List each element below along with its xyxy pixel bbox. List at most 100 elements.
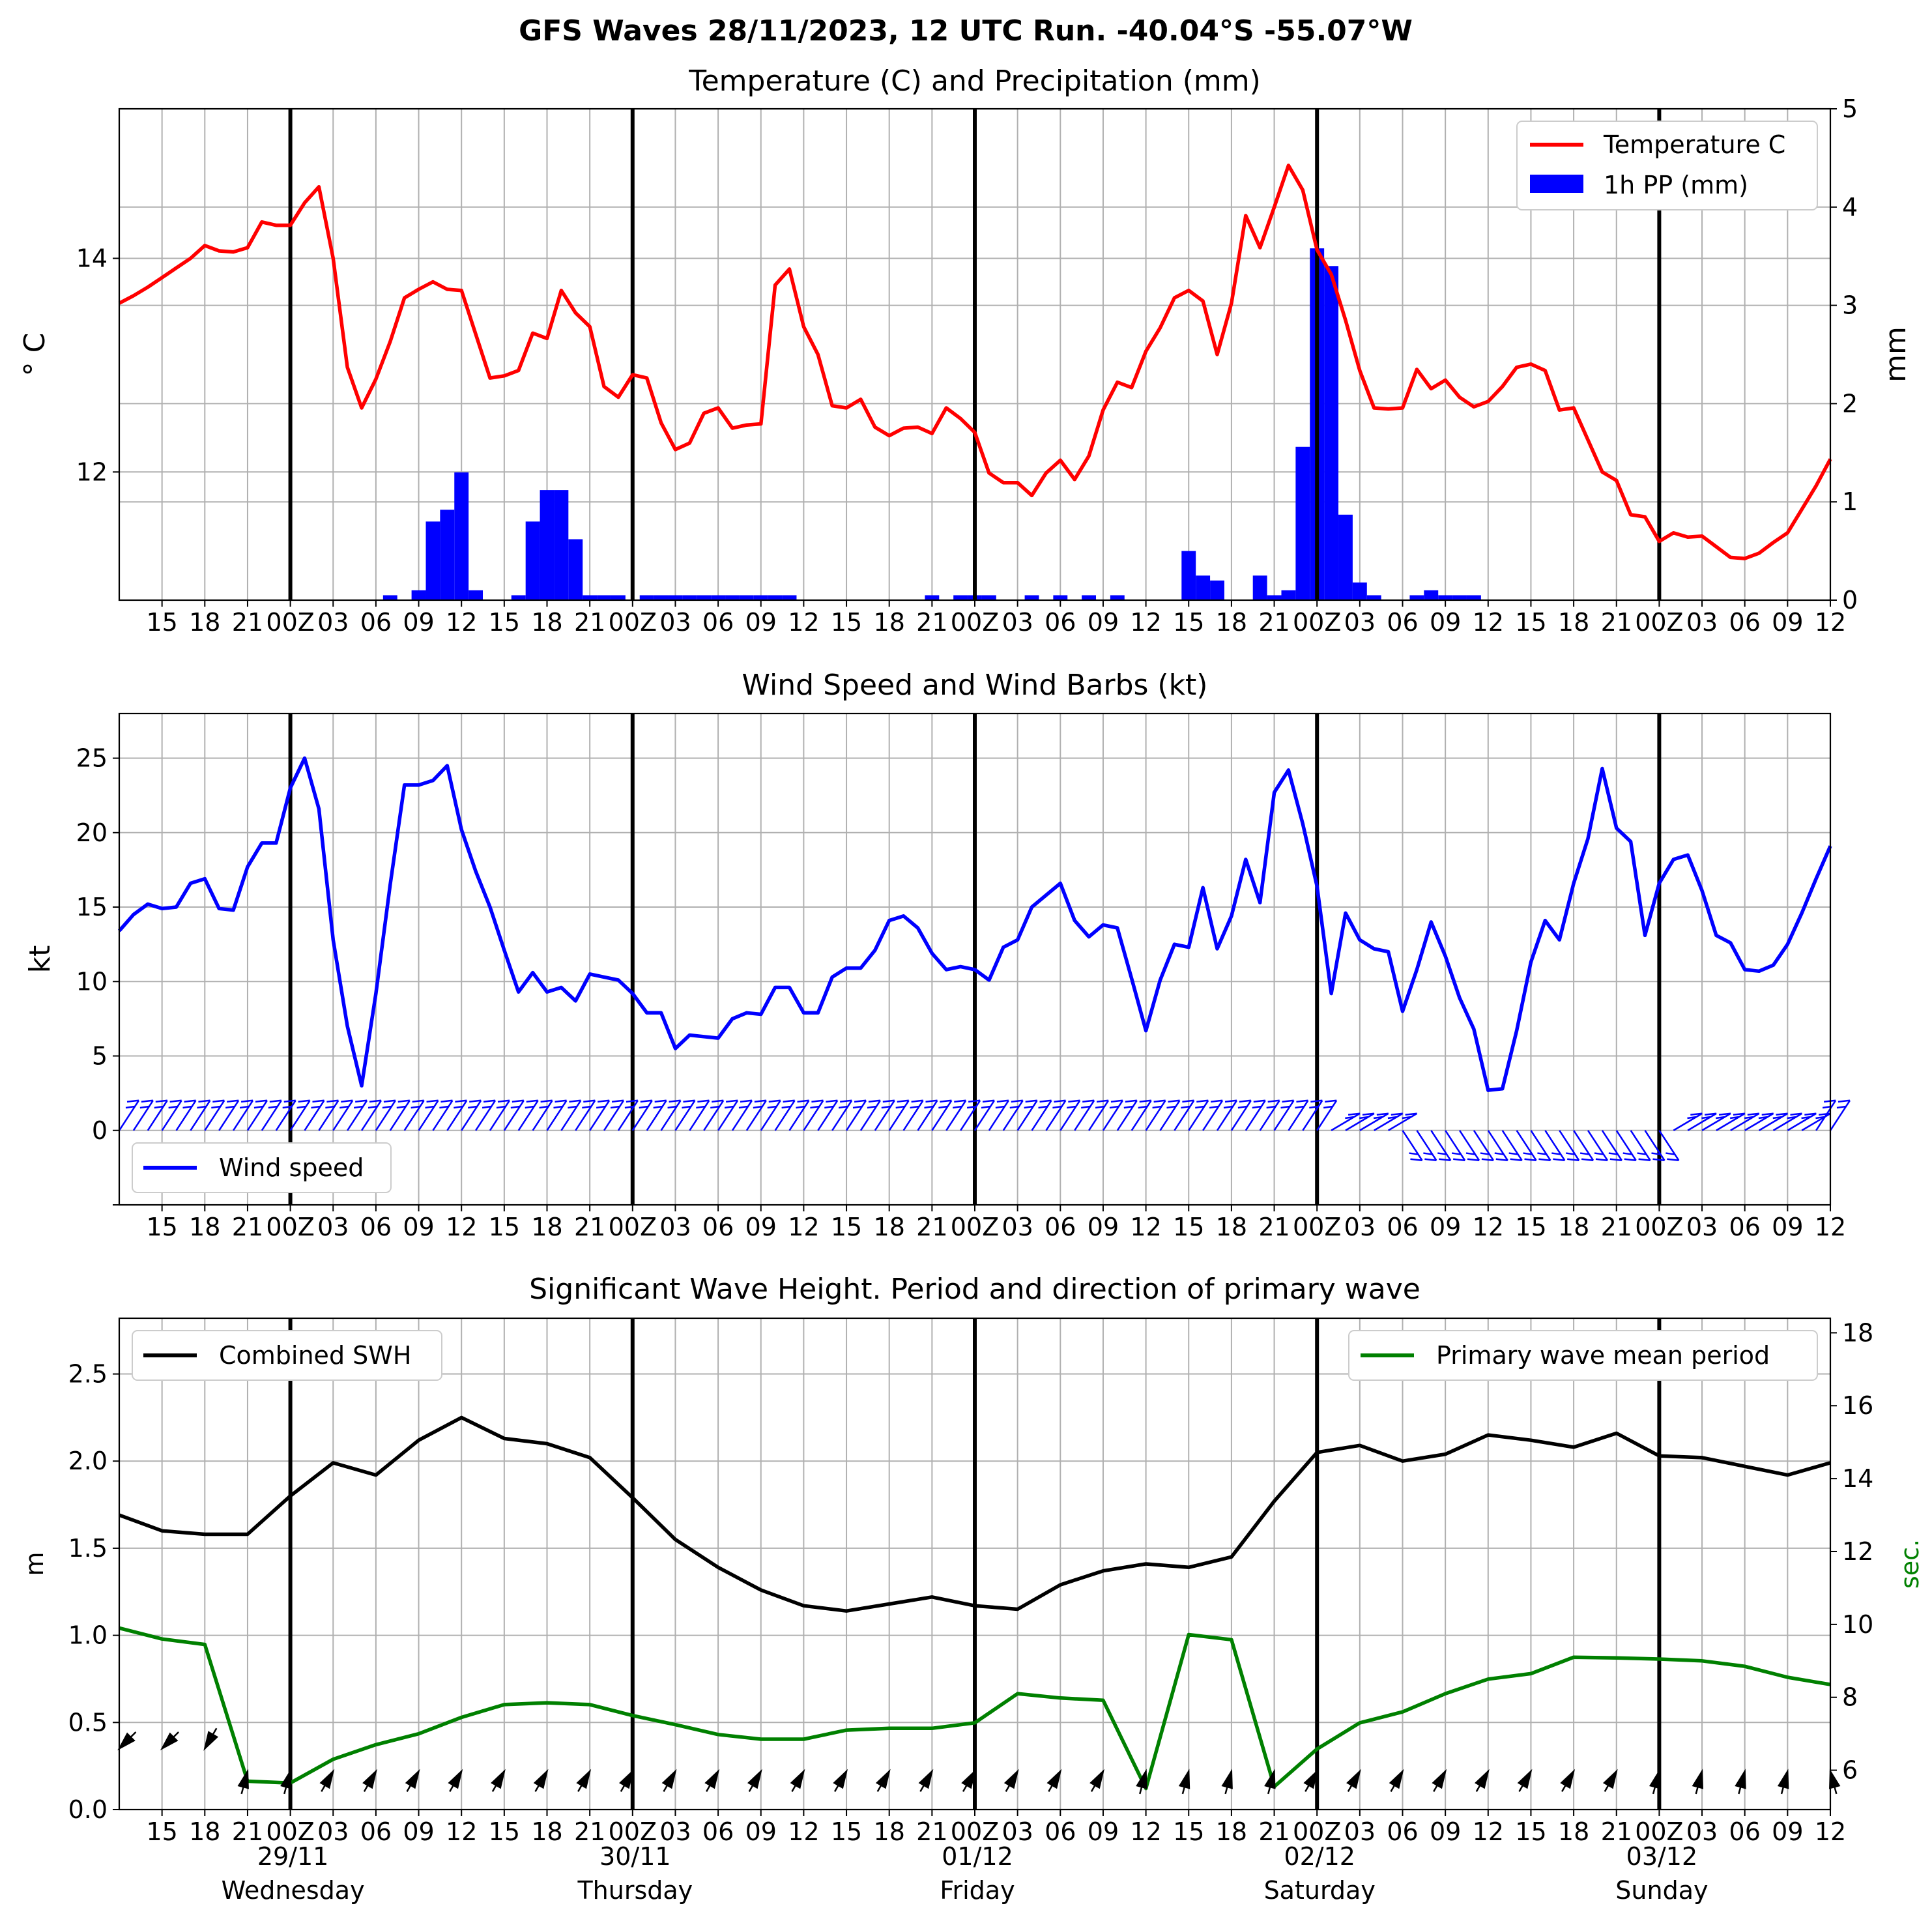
direction-arrow (1136, 1769, 1147, 1795)
direction-arrow (619, 1769, 634, 1792)
precip-bar (1082, 595, 1097, 600)
x-tick-label: 00Z (1635, 1817, 1683, 1846)
x-tick-label: 18 (189, 608, 220, 637)
x-tick-label: 00Z (609, 1213, 657, 1241)
wind-barb (1345, 1112, 1375, 1131)
x-tick-label: 12 (1130, 1213, 1161, 1241)
precip-bar (469, 590, 483, 600)
direction-arrow (1178, 1769, 1190, 1795)
day-name-label: Thursday (577, 1876, 693, 1905)
wind-barb (532, 1099, 553, 1131)
x-tick-label: 12 (788, 1213, 819, 1241)
wind-barb (1601, 1130, 1622, 1162)
x-tick-label: 09 (1430, 608, 1461, 637)
panel1-ylabel-right: mm (1879, 326, 1912, 383)
precip-bar (725, 595, 740, 600)
arrow-head (319, 1769, 335, 1789)
panel1-yticks-left: 12 14 (76, 244, 119, 486)
arrow-head (790, 1769, 805, 1789)
wind-barb (1473, 1130, 1494, 1162)
y-tick-label-right: 0 (1842, 586, 1858, 614)
x-tick-label: 06 (1387, 608, 1418, 637)
x-tick-label: 03 (317, 1817, 349, 1846)
direction-arrow (704, 1769, 720, 1792)
wind-barb (375, 1099, 396, 1131)
panel3-legend-period: Primary wave mean period (1348, 1330, 1818, 1381)
x-tick-label: 15 (1515, 1213, 1546, 1241)
precip-bar (981, 595, 996, 600)
legend-swh-label: Combined SWH (219, 1341, 411, 1370)
arrow-head (203, 1731, 219, 1751)
x-tick-label: 00Z (266, 1213, 314, 1241)
direction-arrow (117, 1731, 137, 1751)
x-tick-label: 21 (232, 608, 263, 637)
x-tick-label: 12 (446, 608, 477, 637)
y-tick-label: 10 (76, 967, 108, 996)
wind-barb (1559, 1130, 1580, 1162)
y-tick-label: 0.0 (68, 1795, 108, 1824)
wind-barb (1188, 1099, 1209, 1131)
wind-barb (1530, 1130, 1551, 1162)
panel2-wind-barbs (118, 1099, 1851, 1162)
arrow-head (619, 1769, 634, 1789)
x-tick-label: 15 (831, 1817, 862, 1846)
wind-barb (132, 1099, 154, 1131)
panel3-period-line (119, 1626, 1831, 1791)
x-tick-label: 12 (1815, 608, 1846, 637)
y-tick-label: 14 (76, 244, 108, 272)
arrow-head (1475, 1769, 1490, 1789)
direction-arrow (1475, 1769, 1490, 1792)
wind-barb (1430, 1130, 1452, 1162)
x-tick-label: 15 (489, 1817, 520, 1846)
precip-bar (554, 490, 569, 600)
wind-barb (660, 1099, 682, 1131)
x-tick-label: 21 (916, 1213, 947, 1241)
x-tick-label: 12 (1815, 1213, 1846, 1241)
y-tick-label: 2.5 (68, 1360, 108, 1389)
y-tick-label: 25 (76, 744, 108, 773)
wind-barb (1102, 1099, 1123, 1131)
x-tick-label: 03 (1002, 1213, 1033, 1241)
wind-barb (318, 1099, 339, 1131)
direction-arrow (1221, 1769, 1233, 1795)
wind-barb (1202, 1099, 1224, 1131)
x-tick-label: 03 (659, 1213, 691, 1241)
panel3-swh-line (119, 1415, 1831, 1613)
arrow-head (1264, 1769, 1276, 1789)
x-tick-label: 03 (1344, 608, 1376, 637)
x-tick-label: 18 (874, 1817, 905, 1846)
wind-barb (803, 1099, 824, 1131)
panel3-day-lines (288, 1318, 1662, 1810)
precip-bar (597, 595, 611, 600)
panel2-xticks: 15 18 21 00Z 03 06 09 12 15 18 21 00Z 03 06 09 12 15 18 21… (146, 1205, 1846, 1241)
wind-barb (246, 1099, 268, 1131)
direction-arrow (1602, 1769, 1618, 1792)
arrow-head (1389, 1769, 1404, 1789)
x-tick-label: 21 (232, 1213, 263, 1241)
direction-arrow (280, 1769, 292, 1795)
x-tick-label: 18 (1558, 608, 1589, 637)
arrow-head (1346, 1769, 1361, 1789)
wind-barb (147, 1099, 168, 1131)
direction-arrow (747, 1769, 762, 1792)
x-tick-label: 09 (403, 608, 434, 637)
x-tick-label: 00Z (1293, 608, 1341, 637)
direction-arrow (918, 1769, 934, 1792)
wind-barb (1016, 1099, 1038, 1131)
x-tick-label: 06 (1729, 608, 1761, 637)
x-tick-label: 12 (446, 1213, 477, 1241)
y-tick-label: 15 (76, 893, 108, 921)
y-tick-label-right: 8 (1842, 1683, 1858, 1712)
wind-barb (1216, 1099, 1238, 1131)
arrow-head (833, 1769, 848, 1789)
precip-bar (1281, 590, 1296, 600)
wind-barb (831, 1099, 853, 1131)
direction-arrow (1560, 1769, 1576, 1792)
x-tick-label: 06 (360, 608, 392, 637)
x-tick-label: 21 (916, 1817, 947, 1846)
panel2-grid (119, 714, 1831, 1205)
wind-barb (902, 1099, 924, 1131)
arrow-head (1003, 1769, 1019, 1789)
wind-barb (233, 1099, 254, 1131)
x-tick-label: 09 (1088, 1817, 1119, 1846)
